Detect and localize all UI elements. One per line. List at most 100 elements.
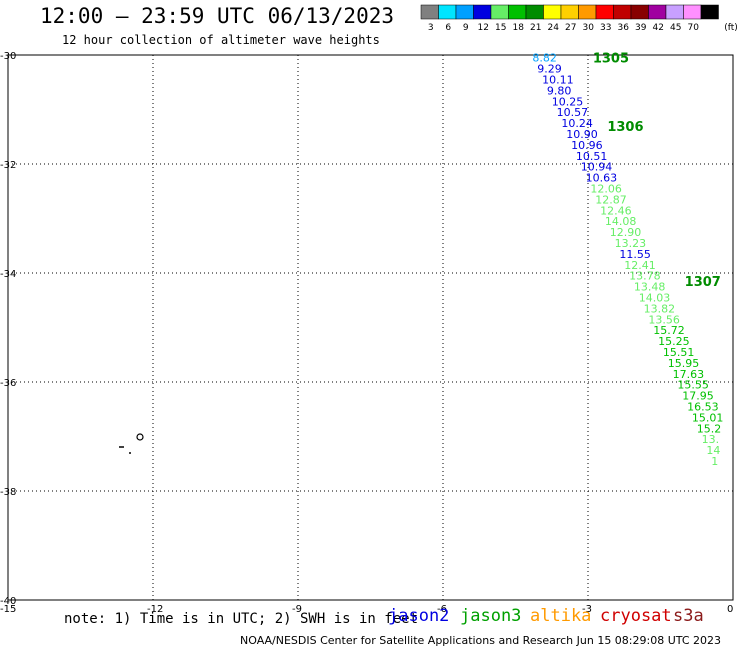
legend-label: 27	[565, 23, 576, 33]
wave-height-value: 13.78	[629, 270, 661, 283]
legend-label: 24	[548, 23, 560, 33]
pass-time-label: 1305	[593, 52, 629, 67]
lat-tick-label: -32	[0, 160, 16, 171]
wave-height-value: 1	[711, 455, 718, 468]
wave-height-value: 10.57	[557, 106, 589, 119]
footer-credit: NOAA/NESDIS Center for Satellite Applica…	[240, 634, 722, 647]
wave-height-value: 9.29	[537, 63, 562, 76]
legend-swatch	[490, 4, 509, 20]
wave-height-value: 12.46	[600, 204, 632, 217]
lon-tick-label: 0	[727, 604, 733, 615]
lat-tick-label: -34	[0, 269, 16, 280]
color-legend: 3 6 9 12 15 18 21 24 27 30 33 36 39 42 45 70 (ft)	[420, 4, 738, 33]
wave-height-value: 13.56	[648, 313, 680, 326]
legend-swatch	[543, 4, 562, 20]
wave-height-value: 15.51	[663, 346, 695, 359]
lon-tick-label: -15	[0, 604, 16, 615]
lat-tick-label: -38	[0, 487, 16, 498]
wave-height-value: 10.63	[586, 172, 618, 185]
legend-swatch	[578, 4, 597, 20]
legend-swatch	[665, 4, 684, 20]
wave-height-value: 15.01	[692, 411, 724, 424]
lon-tick-label: -9	[292, 604, 302, 615]
legend-label: 33	[600, 23, 611, 33]
page-title: 12:00 – 23:59 UTC 06/13/2023	[40, 4, 395, 28]
satellite-jason3: jason3	[460, 606, 522, 626]
wave-height-value: 15.55	[677, 379, 709, 392]
wave-height-value: 10.11	[542, 74, 574, 87]
wave-height-value: 13.23	[615, 237, 647, 250]
pass-time-labels: 1305 1306 1307	[593, 52, 721, 290]
page-subtitle: 12 hour collection of altimeter wave hei…	[62, 33, 380, 47]
lon-tick-label: -6	[437, 604, 447, 615]
wave-height-value: 12.87	[595, 193, 627, 206]
wave-height-value: 15.95	[668, 357, 700, 370]
wave-height-value: 13.82	[644, 302, 676, 315]
wave-height-value: 9.80	[547, 84, 572, 97]
wave-height-value: 10.24	[561, 117, 593, 130]
legend-swatch	[683, 4, 702, 20]
legend-label: 18	[513, 23, 525, 33]
legend-swatch	[613, 4, 632, 20]
legend-swatch	[438, 4, 457, 20]
wave-height-value: 10.25	[552, 95, 584, 108]
wave-height-value: 14	[706, 444, 720, 457]
legend-swatch	[420, 4, 439, 20]
lat-tick-label: -36	[0, 378, 16, 389]
legend-swatch	[648, 4, 667, 20]
legend-label: 12	[478, 23, 489, 33]
wave-height-value: 12.41	[624, 259, 656, 272]
wave-height-value: 15.72	[653, 324, 685, 337]
satellite-altika: altika	[530, 606, 592, 626]
legend-swatch	[595, 4, 614, 20]
wave-height-value: 10.51	[576, 150, 608, 163]
legend-label: 36	[618, 23, 630, 33]
legend-label: 6	[445, 23, 451, 33]
wave-height-value: 12.06	[590, 183, 622, 196]
wave-height-value: 8.82	[532, 52, 557, 65]
lon-tick-label: -12	[147, 604, 163, 615]
graticule	[8, 55, 733, 600]
legend-label: 42	[653, 23, 664, 33]
legend-swatch	[455, 4, 474, 20]
legend-swatch	[525, 4, 544, 20]
legend-label: 39	[635, 23, 647, 33]
legend-swatch	[630, 4, 649, 20]
satellite-s3a: s3a	[673, 606, 704, 626]
wave-height-value: 13.48	[634, 281, 666, 294]
footer-note: note: 1) Time is in UTC; 2) SWH is in fe…	[64, 611, 419, 627]
wave-height-value: 10.94	[581, 161, 613, 174]
wave-height-value: 17.95	[682, 390, 714, 403]
legend-label: 21	[530, 23, 541, 33]
satellite-cryosat: cryosat	[600, 606, 672, 626]
legend-unit: (ft)	[724, 23, 738, 33]
map-frame	[7, 54, 734, 601]
legend-label: 30	[583, 23, 595, 33]
wave-height-value: 10.90	[566, 128, 598, 141]
wave-height-value: 15.2	[697, 422, 722, 435]
legend-swatch	[700, 4, 719, 20]
wave-height-value: 17.63	[673, 368, 705, 381]
lat-tick-label: -40	[0, 596, 16, 607]
wave-height-track: 8.829.2910.119.8010.2510.5710.2410.9010.…	[532, 52, 723, 468]
lat-tick-label: -30	[0, 51, 16, 62]
legend-swatch	[508, 4, 527, 20]
legend-swatch	[560, 4, 579, 20]
axis-tick-labels: -15 -12 -9 -6 -3 0-30-32-34-36-38-40	[0, 51, 733, 615]
legend-swatch	[473, 4, 492, 20]
wave-height-value: 14.03	[639, 292, 671, 305]
pass-time-label: 1307	[685, 275, 721, 290]
lon-tick-label: -3	[582, 604, 592, 615]
legend-label: 9	[463, 23, 469, 33]
island-outline	[119, 433, 144, 454]
legend-label: 70	[688, 23, 700, 33]
wave-height-value: 14.08	[605, 215, 637, 228]
wave-height-value: 13.	[702, 433, 720, 446]
legend-label: 15	[495, 23, 506, 33]
wave-height-value: 15.25	[658, 335, 690, 348]
wave-height-value: 10.96	[571, 139, 603, 152]
satellite-jason2: jason2	[388, 606, 450, 626]
wave-height-value: 11.55	[619, 248, 651, 261]
wave-height-value: 16.53	[687, 401, 719, 414]
